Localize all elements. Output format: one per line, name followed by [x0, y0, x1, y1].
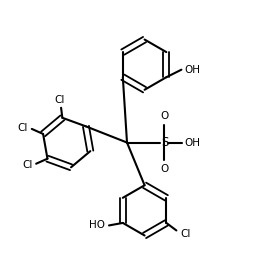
Text: OH: OH	[184, 65, 200, 75]
Text: S: S	[161, 136, 168, 149]
Text: O: O	[160, 111, 168, 121]
Text: O: O	[160, 164, 168, 174]
Text: Cl: Cl	[18, 123, 28, 133]
Text: HO: HO	[89, 220, 105, 230]
Text: Cl: Cl	[22, 160, 33, 170]
Text: Cl: Cl	[55, 95, 65, 105]
Text: OH: OH	[185, 137, 201, 147]
Text: Cl: Cl	[180, 229, 190, 239]
